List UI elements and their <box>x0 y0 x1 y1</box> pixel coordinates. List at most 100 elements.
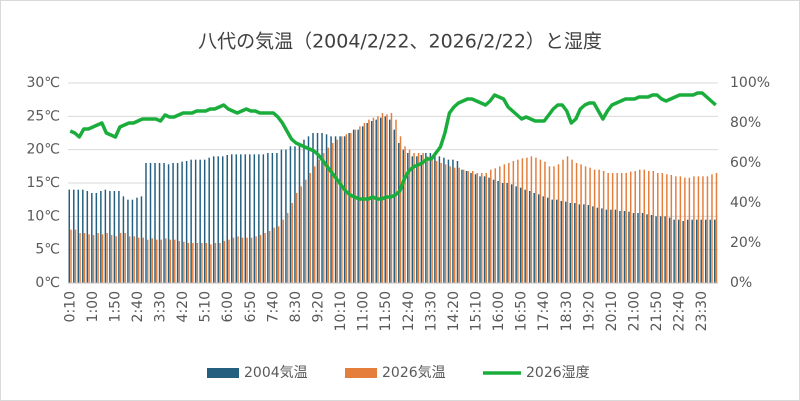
x-tick-label: 1:50 <box>107 291 123 322</box>
bar <box>416 156 418 283</box>
bar <box>709 219 711 283</box>
bar <box>393 129 395 283</box>
bar <box>357 129 359 283</box>
bar <box>140 196 143 283</box>
y-tick-label: 10℃ <box>26 208 60 224</box>
bar <box>700 219 702 283</box>
bar <box>226 155 228 283</box>
bar <box>697 176 700 283</box>
bar <box>488 177 490 283</box>
bar <box>370 121 373 283</box>
bar <box>217 156 219 283</box>
bar <box>670 175 673 283</box>
bar <box>366 123 368 283</box>
x-tick-label: 1:00 <box>85 291 101 322</box>
bar <box>443 157 445 283</box>
bar <box>276 153 278 283</box>
bar <box>420 155 423 283</box>
x-tick-label: 19:20 <box>581 291 597 331</box>
bar <box>655 216 657 283</box>
bar <box>512 161 515 283</box>
bar <box>97 233 99 283</box>
bar <box>481 173 483 283</box>
bar <box>343 136 346 283</box>
bar <box>303 139 305 283</box>
bar <box>106 233 108 283</box>
bar <box>176 163 179 283</box>
bar <box>530 156 533 283</box>
bar <box>598 169 600 283</box>
bar <box>611 173 614 283</box>
bar <box>485 173 488 283</box>
x-tick-label: 12:40 <box>401 291 417 331</box>
bar <box>641 213 644 283</box>
bar <box>657 173 659 283</box>
x-tick-label: 9:20 <box>311 291 327 322</box>
bar <box>438 156 441 283</box>
x-tick-label: 23:30 <box>694 291 710 331</box>
bar <box>434 154 436 283</box>
bar <box>165 238 167 283</box>
bar <box>212 156 215 283</box>
bar <box>172 163 174 283</box>
bar <box>607 173 609 283</box>
bar <box>677 219 680 283</box>
bar <box>264 233 266 283</box>
bar <box>566 156 569 283</box>
bar <box>616 173 618 283</box>
y-tick-label: 30℃ <box>26 75 60 91</box>
bar <box>83 233 86 283</box>
y2-tick-label: 80% <box>730 115 761 131</box>
bar <box>122 196 125 283</box>
bar <box>192 243 194 283</box>
bar <box>113 191 116 283</box>
bar <box>95 193 98 283</box>
legend-swatch <box>207 368 239 378</box>
bar <box>601 208 603 283</box>
bar <box>231 154 233 283</box>
bar <box>259 235 262 283</box>
bar <box>156 239 158 283</box>
bar <box>650 215 653 283</box>
x-tick-label: 5:10 <box>198 291 214 322</box>
bar <box>584 166 587 283</box>
bar <box>341 136 343 283</box>
bar <box>92 235 95 283</box>
bar <box>118 191 120 283</box>
bar <box>304 179 307 283</box>
bar <box>142 237 144 283</box>
bar <box>250 237 253 283</box>
bar <box>456 161 459 283</box>
bar <box>208 157 210 283</box>
bar <box>194 159 197 283</box>
bar <box>136 197 138 283</box>
bar <box>682 221 684 283</box>
bar <box>277 226 280 283</box>
bar <box>232 237 235 283</box>
bar <box>714 219 716 283</box>
bar <box>158 163 161 283</box>
bar <box>413 153 415 283</box>
bar <box>625 173 627 283</box>
bar <box>350 133 352 283</box>
bar <box>535 157 537 283</box>
bar <box>399 136 402 283</box>
x-tick-label: 21:00 <box>626 291 642 331</box>
bar <box>307 136 310 283</box>
bar <box>704 219 707 283</box>
bar <box>548 166 551 283</box>
bar <box>115 236 117 283</box>
y-tick-label: 0℃ <box>35 275 60 291</box>
bar <box>435 161 438 283</box>
bar <box>476 173 478 283</box>
bar <box>465 171 468 283</box>
bar <box>706 176 709 283</box>
bar <box>458 167 460 283</box>
bar <box>221 156 224 283</box>
bar <box>323 153 325 283</box>
bar <box>151 238 153 283</box>
bar <box>407 153 409 283</box>
bar <box>646 214 648 283</box>
y-tick-label: 20℃ <box>26 142 60 158</box>
bar <box>268 231 271 283</box>
